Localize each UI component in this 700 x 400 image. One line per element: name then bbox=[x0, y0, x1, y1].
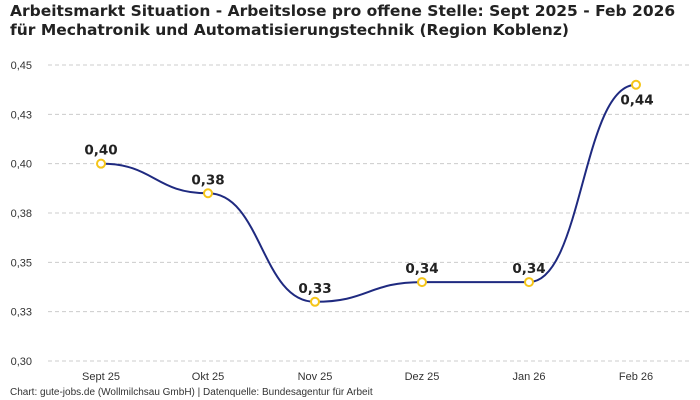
x-tick-label: Nov 25 bbox=[298, 371, 333, 383]
data-point bbox=[631, 79, 641, 90]
grid-lines bbox=[48, 64, 690, 362]
data-label: 0,44 bbox=[620, 93, 653, 109]
y-tick-label: 0,43 bbox=[11, 109, 32, 121]
y-tick-label: 0,40 bbox=[11, 159, 32, 171]
data-label: 0,33 bbox=[298, 281, 331, 297]
data-label: 0,38 bbox=[191, 172, 224, 188]
data-point bbox=[524, 277, 534, 288]
y-tick-label: 0,33 bbox=[11, 307, 32, 319]
x-tick-label: Dez 25 bbox=[405, 371, 440, 383]
data-label: 0,34 bbox=[405, 261, 438, 277]
data-point bbox=[417, 277, 427, 288]
y-tick-label: 0,38 bbox=[11, 208, 32, 220]
data-label: 0,34 bbox=[512, 261, 545, 277]
x-tick-label: Feb 26 bbox=[619, 371, 653, 383]
data-point bbox=[310, 296, 320, 307]
y-tick-label: 0,30 bbox=[11, 356, 32, 368]
data-label: 0,40 bbox=[84, 143, 117, 159]
chart-title: Arbeitsmarkt Situation - Arbeitslose pro… bbox=[10, 2, 676, 39]
y-tick-label: 0,35 bbox=[11, 257, 32, 269]
data-point bbox=[96, 158, 106, 169]
x-axis-ticks: Sept 25 Okt 25 Nov 25 Dez 25 Jan 26 Feb 26 bbox=[82, 371, 653, 383]
x-tick-label: Okt 25 bbox=[192, 371, 224, 383]
series-line-path bbox=[100, 83, 637, 303]
series-line bbox=[100, 83, 637, 303]
x-tick-label: Sept 25 bbox=[82, 371, 120, 383]
y-axis-ticks: 0,30 0,33 0,35 0,38 0,40 0,43 0,45 bbox=[11, 60, 32, 368]
data-point bbox=[203, 188, 213, 199]
data-labels: 0,40 0,38 0,33 0,34 0,34 0,44 bbox=[84, 93, 653, 297]
chart-source-note: Chart: gute-jobs.de (Wollmilchsau GmbH) … bbox=[10, 387, 373, 398]
data-points bbox=[96, 79, 641, 307]
x-tick-label: Jan 26 bbox=[512, 371, 545, 383]
y-tick-label: 0,45 bbox=[11, 60, 32, 72]
